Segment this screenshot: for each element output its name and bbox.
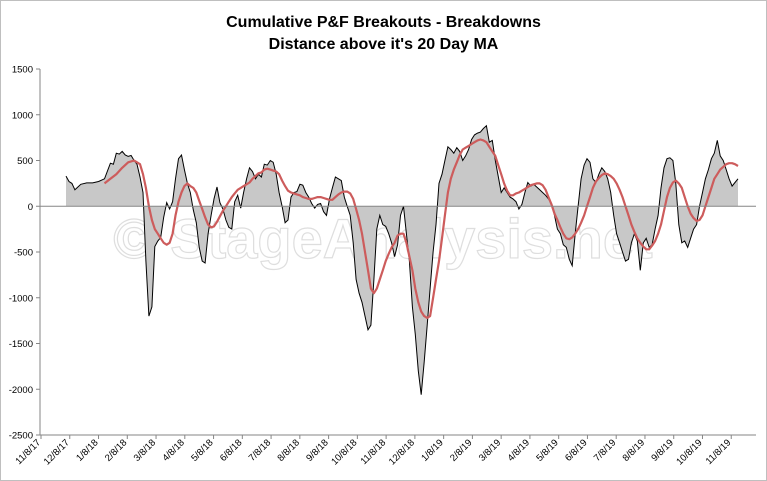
x-tick-label: 3/8/18 bbox=[132, 437, 158, 463]
x-tick-label: 11/8/17 bbox=[13, 437, 43, 467]
ma-line-series bbox=[103, 138, 739, 319]
x-tick-label: 6/8/18 bbox=[218, 437, 244, 463]
y-tick-label: -1000 bbox=[9, 293, 33, 304]
chart-title: Cumulative P&F Breakouts - Breakdowns bbox=[226, 14, 541, 31]
y-tick-label: 500 bbox=[17, 156, 33, 167]
x-tick-label: 11/8/18 bbox=[359, 437, 389, 467]
y-tick-label: 1000 bbox=[12, 110, 33, 121]
x-tick-label: 7/8/19 bbox=[592, 437, 618, 463]
x-tick-label: 10/8/18 bbox=[329, 437, 359, 467]
x-tick-label: 5/8/19 bbox=[534, 437, 560, 463]
x-tick-label: 1/8/18 bbox=[74, 437, 100, 463]
y-tick-label: -2000 bbox=[9, 385, 33, 396]
y-tick-label: 1500 bbox=[12, 65, 33, 76]
x-tick-label: 3/8/19 bbox=[477, 437, 503, 463]
y-tick-label: -500 bbox=[14, 248, 33, 259]
x-tick-label: 7/8/18 bbox=[247, 437, 273, 463]
x-tick-label: 8/8/18 bbox=[276, 437, 302, 463]
x-tick-label: 2/8/19 bbox=[448, 437, 474, 463]
x-tick-label: 9/8/19 bbox=[649, 437, 675, 463]
area-line-series bbox=[65, 124, 739, 395]
x-tick-label: 5/8/18 bbox=[189, 437, 215, 463]
y-tick-label: 0 bbox=[28, 202, 33, 213]
y-tick-label: -1500 bbox=[9, 339, 33, 350]
x-tick-label: 9/8/18 bbox=[304, 437, 330, 463]
x-tick-label: 6/8/19 bbox=[563, 437, 589, 463]
x-tick-label: 4/8/19 bbox=[506, 437, 532, 463]
x-tick-label: 1/8/19 bbox=[419, 437, 445, 463]
x-tick-label: 12/8/17 bbox=[42, 437, 72, 467]
y-tick-label: -2500 bbox=[9, 431, 33, 442]
chart-subtitle: Distance above it's 20 Day MA bbox=[268, 36, 499, 53]
x-tick-label: 11/8/19 bbox=[704, 437, 734, 467]
x-tick-label: 10/8/19 bbox=[674, 437, 704, 467]
x-tick-label: 4/8/18 bbox=[160, 437, 186, 463]
x-tick-label: 8/8/19 bbox=[621, 437, 647, 463]
x-tick-label: 12/8/18 bbox=[387, 437, 417, 467]
x-tick-label: 2/8/18 bbox=[103, 437, 129, 463]
